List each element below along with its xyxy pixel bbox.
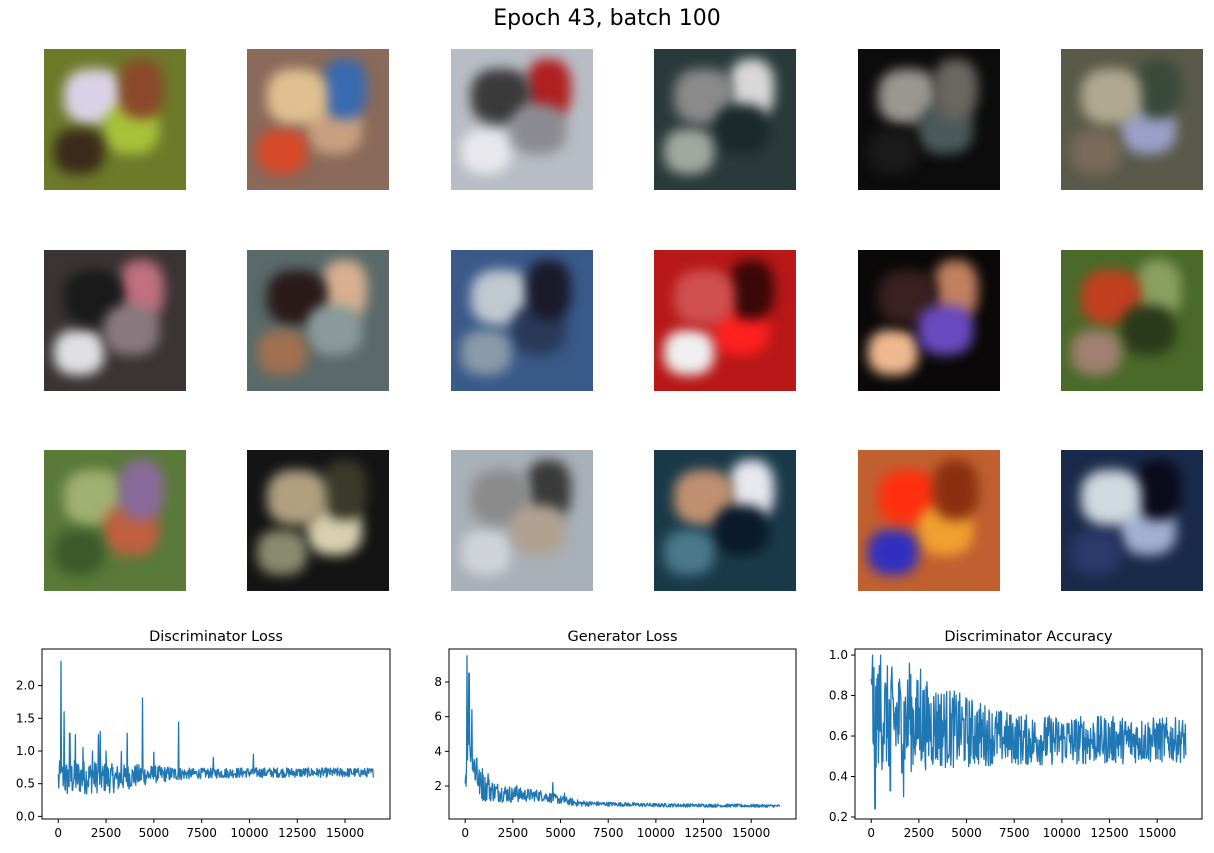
chart-title: Discriminator Loss [149,629,283,645]
x-tick-label: 2500 [904,826,935,840]
y-tick-label: 1.5 [16,711,35,725]
x-tick-label: 12500 [684,826,722,840]
chart-0: Discriminator Loss 0 2500 5000 7500 10000 1250… [16,629,391,840]
y-tick-label: 1.0 [829,648,848,662]
generated-sample-image [247,49,389,190]
chart-title: Discriminator Accuracy [944,629,1113,645]
generated-sample-image [1061,49,1203,190]
x-tick-label: 12500 [1090,826,1128,840]
y-tick-label: 1.0 [16,744,35,758]
x-tick-label: 0 [461,826,469,840]
generated-sample-image [654,250,796,391]
axes-frame [448,648,797,820]
x-tick-label: 0 [867,826,875,840]
series-line [57,660,374,795]
y-tick-label: 6 [434,710,442,724]
generated-sample-image [44,450,186,591]
x-tick-label: 15000 [732,826,770,840]
y-tick-label: 2 [434,779,442,793]
x-tick-label: 5000 [951,826,982,840]
x-tick-label: 5000 [139,826,170,840]
x-tick-label: 12500 [278,826,316,840]
generated-sample-image [247,250,389,391]
x-tick-label: 15000 [1138,826,1176,840]
generated-sample-image [858,450,1000,591]
generated-sample-image [451,450,593,591]
y-tick-label: 0.0 [16,809,35,823]
series-line [870,654,1187,810]
x-tick-label: 10000 [637,826,675,840]
generated-sample-image [44,250,186,391]
chart-2: Discriminator Accuracy 0 2500 5000 7500 10000… [829,629,1203,840]
generated-sample-image [451,49,593,190]
x-tick-label: 10000 [230,826,268,840]
generated-sample-image [1061,450,1203,591]
chart-1: Generator Loss 0 2500 5000 7500 10000 12500 150… [434,629,797,840]
figure-title: Epoch 43, batch 100 [493,6,721,31]
x-tick-label: 15000 [326,826,364,840]
x-tick-label: 5000 [545,826,576,840]
generated-sample-image [451,250,593,391]
generated-sample-image [654,450,796,591]
x-tick-label: 0 [54,826,62,840]
chart-title: Generator Loss [567,629,677,645]
x-tick-label: 2500 [498,826,529,840]
y-tick-label: 0.5 [16,777,35,791]
y-tick-label: 2.0 [16,679,35,693]
generated-sample-image [44,49,186,190]
x-tick-label: 7500 [186,826,217,840]
generated-sample-image [858,250,1000,391]
y-tick-label: 8 [434,675,442,689]
axes-frame [854,648,1203,820]
generated-sample-image [247,450,389,591]
y-tick-label: 4 [434,744,442,758]
x-tick-label: 7500 [593,826,624,840]
x-tick-label: 7500 [999,826,1030,840]
series-line [464,655,781,808]
y-tick-label: 0.2 [829,810,848,824]
y-tick-label: 0.8 [829,689,848,703]
generated-sample-image [1061,250,1203,391]
generated-sample-image [654,49,796,190]
y-tick-label: 0.4 [829,770,848,784]
x-tick-label: 10000 [1043,826,1081,840]
generated-sample-image [858,49,1000,190]
axes-frame [41,648,391,820]
y-tick-label: 0.6 [829,729,848,743]
x-tick-label: 2500 [91,826,122,840]
